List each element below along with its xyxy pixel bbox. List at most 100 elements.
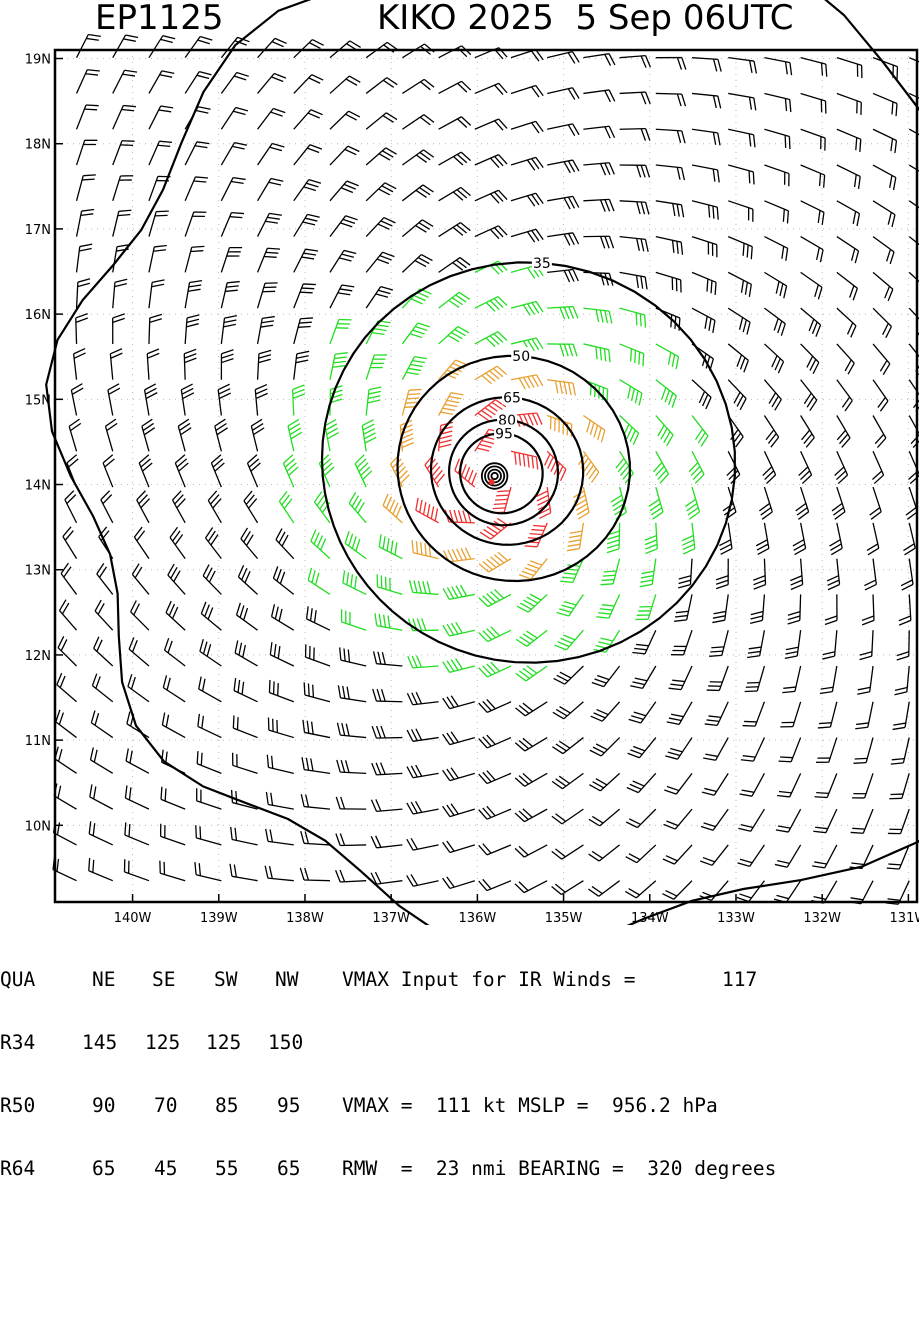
wind-barb: [519, 559, 547, 579]
wind-barb: [511, 302, 543, 316]
wind-barb: [625, 881, 655, 898]
wind-barb: [439, 292, 470, 308]
wind-barb: [475, 297, 507, 312]
wind-barb: [873, 129, 896, 153]
qua-header-row: QUA NE SE SW NW VMAX Input for IR Winds …: [0, 969, 47, 990]
wind-barb: [475, 83, 507, 94]
lat-label: 12N: [25, 649, 51, 664]
wind-barb: [745, 666, 765, 692]
wind-barb: [516, 630, 547, 646]
wind-barb: [258, 248, 280, 272]
wind-barb: [511, 86, 543, 98]
wind-barb: [234, 678, 257, 702]
wind-barb: [728, 58, 756, 74]
wind-barb: [479, 771, 511, 784]
wind-barb: [330, 111, 360, 129]
wind-barb: [110, 349, 122, 380]
r34-label: R34: [0, 1032, 35, 1053]
wind-barb: [77, 34, 101, 57]
wind-barb: [258, 350, 272, 379]
wind-barb: [175, 455, 188, 487]
wind-contour-20: [46, 0, 919, 925]
wind-barb: [330, 181, 359, 201]
wind-barb: [547, 344, 577, 356]
ne-label: NE: [92, 969, 115, 990]
wind-barb: [132, 564, 149, 595]
lat-label: 17N: [25, 223, 51, 238]
r34-row: R34 145 125 125 150: [0, 1032, 47, 1053]
wind-barb: [853, 738, 873, 764]
lon-label: 136W: [459, 911, 497, 925]
wind-barb: [55, 747, 77, 774]
wind-barb: [325, 420, 339, 452]
wind-barb: [279, 491, 293, 523]
wind-barb: [54, 784, 76, 810]
wind-barb: [127, 711, 149, 737]
wind-barb: [402, 115, 434, 130]
wind-barb: [656, 201, 684, 217]
wind-barb: [113, 141, 135, 165]
wind-barb: [294, 249, 318, 272]
wind-barb: [178, 419, 191, 451]
wind-barb: [674, 594, 692, 621]
wind-barb: [552, 773, 583, 788]
wind-barb: [692, 58, 721, 72]
lat-label: 15N: [25, 393, 51, 408]
r64-sw: 55: [215, 1158, 238, 1179]
wind-barb: [583, 308, 611, 323]
wind-barb: [340, 647, 366, 665]
wind-barb: [149, 211, 169, 236]
lat-label: 19N: [25, 53, 51, 68]
nw-label: NW: [275, 969, 298, 990]
wind-barb: [439, 327, 469, 344]
wind-barb: [667, 702, 692, 725]
wind-barb: [547, 233, 578, 246]
wind-barb: [197, 751, 221, 773]
wind-barb: [825, 594, 837, 624]
wind-barb: [338, 685, 366, 701]
wind-barb: [443, 768, 475, 781]
wind-barb: [873, 308, 891, 338]
wind-barb: [592, 666, 620, 687]
wind-barb: [764, 237, 787, 261]
wind-barb: [620, 92, 651, 104]
wind-barb: [407, 874, 439, 886]
wind-barb: [589, 845, 620, 861]
wind-barb: [58, 636, 76, 666]
wind-barb: [591, 702, 620, 721]
wind-barb: [511, 451, 538, 469]
wind-barb: [852, 773, 873, 798]
wind-barb: [211, 455, 224, 487]
wind-barb: [837, 380, 852, 411]
wind-barb: [685, 487, 699, 519]
wind-barb: [656, 58, 686, 70]
wind-barb: [873, 237, 894, 264]
wind-barb: [837, 344, 854, 374]
wind-barb: [515, 845, 547, 857]
wind-barb: [662, 881, 692, 900]
wind-barb: [620, 56, 651, 68]
wind-barb: [425, 455, 445, 487]
wind-barb: [589, 809, 620, 826]
wind-barb: [439, 258, 470, 273]
wind-barb: [479, 662, 511, 677]
wind-barb: [258, 317, 275, 344]
wind-barb: [801, 380, 817, 411]
wind-barb: [366, 387, 381, 416]
wind-barb: [801, 129, 825, 150]
wind-barb: [408, 656, 439, 668]
wind-barb: [149, 71, 174, 94]
wind-barb: [873, 93, 897, 116]
wind-barb: [443, 658, 475, 672]
wind-barb: [479, 879, 511, 890]
wind-barb: [552, 738, 583, 754]
wind-barb: [737, 881, 765, 902]
wind-barb: [728, 380, 746, 410]
wind-barb: [862, 594, 874, 624]
wind-barb: [377, 574, 402, 594]
wind-barb: [479, 552, 511, 572]
wind-barb: [793, 523, 806, 555]
qua-label: QUA: [0, 969, 35, 990]
wind-barb: [402, 79, 434, 93]
wind-barb: [590, 738, 620, 756]
